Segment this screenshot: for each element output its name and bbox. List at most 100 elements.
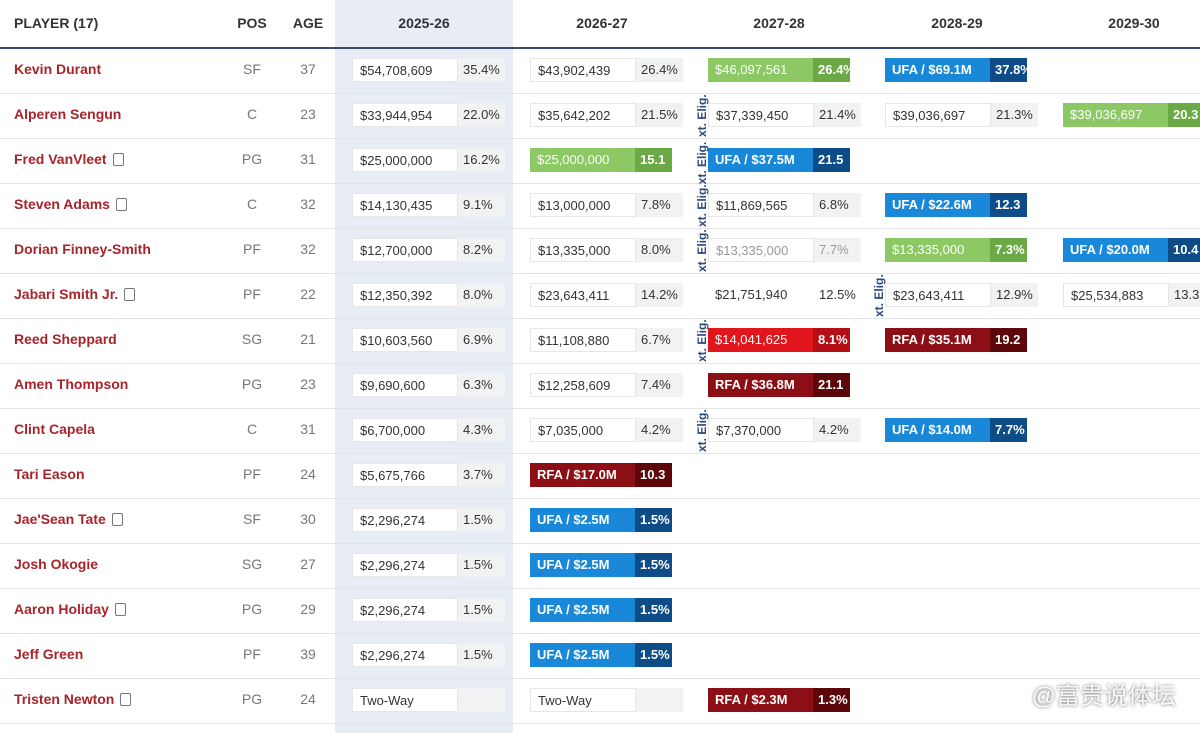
cap-percent: 7.7%: [814, 238, 861, 262]
cap-percent: 12.9%: [991, 283, 1038, 307]
cap-percent: 15.1: [635, 148, 672, 172]
salary-amount: $13,000,000: [530, 193, 636, 217]
player-name: Clint Capela: [14, 421, 95, 437]
row-divider: [0, 363, 1200, 364]
row-divider: [0, 228, 1200, 229]
column-header: PLAYER (17): [14, 15, 99, 31]
cap-percent: 1.5%: [635, 598, 672, 622]
salary-amount: $9,690,600: [352, 373, 458, 397]
salary-amount: $13,335,000: [708, 238, 814, 262]
cap-percent: 8.1%: [813, 328, 850, 352]
position: PF: [243, 646, 261, 662]
salary-amount: $7,370,000: [708, 418, 814, 442]
player-name: Aaron Holiday: [14, 601, 109, 617]
position: C: [246, 196, 258, 212]
salary-amount: $23,643,411: [530, 283, 636, 307]
column-header: 2026-27: [576, 15, 628, 31]
salary-amount: $37,339,450: [708, 103, 814, 127]
cap-percent: 6.7%: [636, 328, 683, 352]
cap-percent: 4.2%: [814, 418, 861, 442]
salary-amount: $21,751,940: [715, 287, 788, 302]
column-header: 2027-28: [753, 15, 805, 31]
row-divider: [0, 453, 1200, 454]
salary-amount: UFA / $2.5M: [530, 508, 635, 532]
salary-amount: $2,296,274: [352, 643, 458, 667]
header-divider: [0, 47, 1200, 49]
salary-amount: $12,350,392: [352, 283, 458, 307]
cap-percent: 3.7%: [458, 463, 505, 487]
column-header: AGE: [292, 15, 324, 31]
position: SF: [243, 61, 261, 77]
player-icon: [120, 693, 131, 706]
salary-amount: UFA / $2.5M: [530, 598, 635, 622]
position: PF: [243, 286, 261, 302]
player-icon: [113, 153, 124, 166]
salary-amount: $54,708,609: [352, 58, 458, 82]
row-divider: [0, 93, 1200, 94]
salary-amount: $12,258,609: [530, 373, 636, 397]
cap-percent: 1.5%: [458, 598, 505, 622]
cap-percent: 10.4: [1168, 238, 1200, 262]
player-name: Jeff Green: [14, 646, 84, 662]
cap-percent: 13.3: [1169, 283, 1200, 307]
salary-amount: $2,296,274: [352, 598, 458, 622]
salary-amount: $2,296,274: [352, 508, 458, 532]
salary-amount: $39,036,697: [1063, 103, 1168, 127]
position: PF: [243, 241, 261, 257]
row-divider: [0, 183, 1200, 184]
extension-eligible: xt. Elig.: [695, 94, 709, 137]
salary-amount: $33,944,954: [352, 103, 458, 127]
salary-amount: $14,130,435: [352, 193, 458, 217]
row-divider: [0, 408, 1200, 409]
player-name: Amen Thompson: [14, 376, 129, 392]
salary-amount: $25,534,883: [1063, 283, 1169, 307]
salary-amount: $10,603,560: [352, 328, 458, 352]
row-divider: [0, 588, 1200, 589]
salary-amount: $14,041,625: [708, 328, 813, 352]
extension-eligible: xt. Elig.: [695, 229, 709, 272]
position: PF: [243, 466, 261, 482]
cap-percent: 7.7%: [990, 418, 1027, 442]
cap-percent: 6.3%: [458, 373, 505, 397]
position: SG: [241, 556, 263, 572]
cap-percent: 16.2%: [458, 148, 505, 172]
age: 21: [300, 331, 316, 347]
salary-amount: $7,035,000: [530, 418, 636, 442]
cap-percent: 14.2%: [636, 283, 683, 307]
player-name: Tristen Newton: [14, 691, 115, 707]
cap-percent: 7.4%: [636, 373, 683, 397]
column-header: 2028-29: [931, 15, 983, 31]
cap-percent: 7.8%: [636, 193, 683, 217]
salary-amount: $2,296,274: [352, 553, 458, 577]
age: 24: [300, 466, 316, 482]
player-name: Alperen Sengun: [14, 106, 122, 122]
cap-percent: 1.5%: [635, 553, 672, 577]
cap-percent: 21.1: [813, 373, 850, 397]
salary-amount: $11,108,880: [530, 328, 636, 352]
cap-percent: 19.2: [990, 328, 1027, 352]
salary-amount: $25,000,000: [530, 148, 635, 172]
salary-amount: UFA / $2.5M: [530, 553, 635, 577]
player-name: Josh Okogie: [14, 556, 99, 572]
position: PG: [241, 601, 263, 617]
salary-amount: $43,902,439: [530, 58, 636, 82]
player-name: Reed Sheppard: [14, 331, 117, 347]
row-divider: [0, 273, 1200, 274]
cap-percent: 21.5%: [636, 103, 683, 127]
salary-amount: $12,700,000: [352, 238, 458, 262]
cap-percent: 1.5%: [458, 643, 505, 667]
extension-eligible: xt. Elig.: [872, 274, 886, 317]
salary-amount: $5,675,766: [352, 463, 458, 487]
age: 31: [300, 421, 316, 437]
position: PG: [241, 691, 263, 707]
cap-percent: 8.0%: [636, 238, 683, 262]
column-header: 2025-26: [398, 15, 450, 31]
row-divider: [0, 318, 1200, 319]
watermark: @富贵说体坛: [1031, 683, 1176, 710]
cap-percent: 21.5: [813, 148, 850, 172]
row-divider: [0, 498, 1200, 499]
salary-amount: $46,097,561: [708, 58, 813, 82]
salary-amount: RFA / $17.0M: [530, 463, 635, 487]
cap-percent: 12.3: [990, 193, 1027, 217]
cap-percent: 22.0%: [458, 103, 505, 127]
